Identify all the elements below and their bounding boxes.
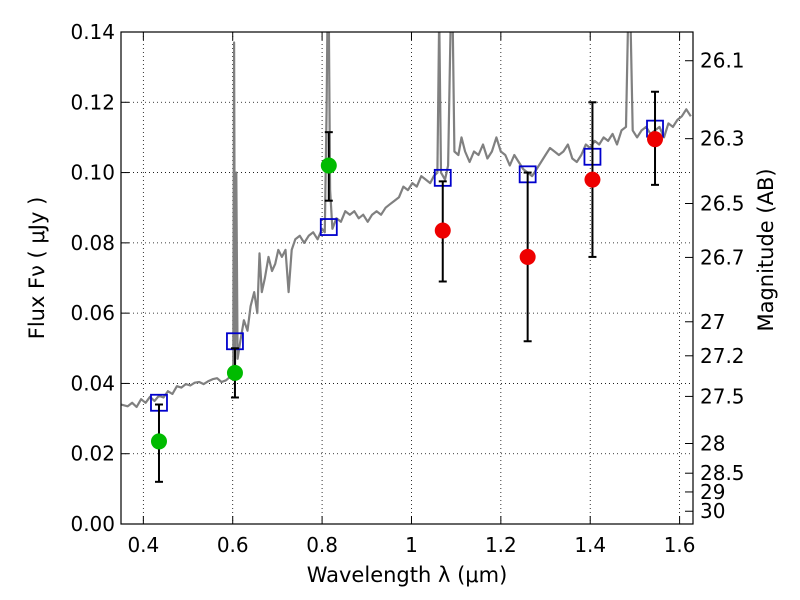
x-tick-label: 1 bbox=[405, 533, 418, 557]
mag-tick-label: 27.5 bbox=[700, 384, 745, 408]
x-tick-label: 0.6 bbox=[217, 533, 249, 557]
mag-tick-label: 27 bbox=[700, 310, 725, 334]
mag-tick-label: 26.1 bbox=[700, 49, 745, 73]
green-photometry-point bbox=[320, 157, 337, 174]
mag-tick-label: 26.7 bbox=[700, 245, 745, 269]
y-right-axis-label: Magnitude (AB) bbox=[754, 168, 778, 331]
mag-tick-label: 29 bbox=[700, 480, 725, 504]
mag-tick-label: 26.3 bbox=[700, 127, 745, 151]
y-tick-label: 0.12 bbox=[70, 90, 115, 114]
x-tick-label: 1.2 bbox=[485, 533, 517, 557]
red-photometry-point bbox=[434, 222, 451, 239]
mag-tick-label: 26.5 bbox=[700, 191, 745, 215]
mag-tick-label: 28 bbox=[700, 431, 725, 455]
mag-tick-label: 28.5 bbox=[700, 461, 745, 485]
y-tick-label: 0.04 bbox=[70, 371, 115, 395]
green-photometry-point bbox=[150, 433, 167, 450]
red-photometry-point bbox=[519, 248, 536, 265]
red-photometry-point bbox=[647, 131, 664, 148]
x-axis-label: Wavelength λ (μm) bbox=[307, 563, 508, 587]
y-tick-label: 0.14 bbox=[70, 20, 115, 44]
red-photometry-point bbox=[584, 171, 601, 188]
y-tick-label: 0.00 bbox=[70, 512, 115, 536]
y-tick-label: 0.06 bbox=[70, 301, 115, 325]
green-photometry-point bbox=[226, 364, 243, 381]
plot-frame bbox=[120, 31, 694, 525]
x-tick-label: 0.4 bbox=[127, 533, 159, 557]
axes-layer: 0.4 0.6 0.8 1 1.2 1.4 1.6 0.00 0.02 0.04 0.06 0.08 0… bbox=[70, 20, 744, 557]
y-axis-label: Flux Fν ( μJy ) bbox=[25, 197, 49, 340]
y-tick-label: 0.10 bbox=[70, 161, 115, 185]
model-box-point bbox=[319, 218, 338, 236]
x-tick-label: 1.6 bbox=[664, 533, 696, 557]
mag-tick-label: 30 bbox=[700, 499, 725, 523]
plot-background bbox=[121, 32, 693, 524]
x-tick-label: 0.8 bbox=[306, 533, 338, 557]
mag-tick-label: 27.2 bbox=[700, 344, 745, 368]
y-tick-label: 0.02 bbox=[70, 442, 115, 466]
points-layer bbox=[150, 90, 664, 483]
y-tick-label: 0.08 bbox=[70, 231, 115, 255]
x-tick-label: 1.4 bbox=[574, 533, 606, 557]
